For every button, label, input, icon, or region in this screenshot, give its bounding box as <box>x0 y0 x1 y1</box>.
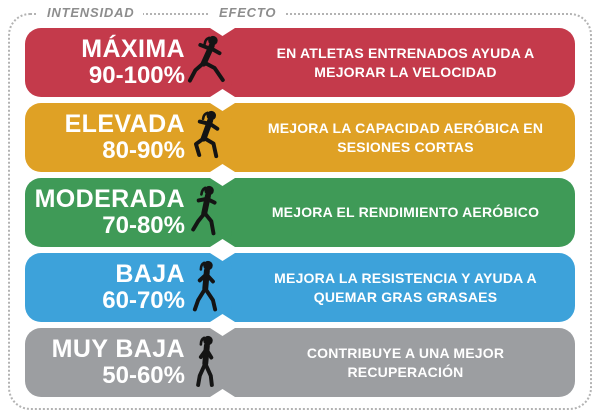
junction-notch-top <box>210 20 235 36</box>
intensity-label-block: BAJA 60-70% <box>102 261 185 314</box>
zone-name: MUY BAJA <box>51 335 185 364</box>
zone-range: 70-80% <box>102 212 185 240</box>
junction-notch-top <box>210 245 235 261</box>
intensity-label-block: MÁXIMA 90-100% <box>81 36 185 89</box>
zone-range: 80-90% <box>102 137 185 165</box>
zone-range: 60-70% <box>102 287 185 315</box>
intensity-row: MEJORA LA RESISTENCIA Y AYUDA A QUEMAR G… <box>25 245 575 330</box>
effect-text: MEJORA LA CAPACIDAD AERÓBICA EN SESIONES… <box>267 119 544 155</box>
junction-notch-top <box>210 320 235 336</box>
junction-notch-bottom <box>210 389 235 405</box>
intensity-section: BAJA 60-70% <box>25 253 232 322</box>
intensity-section: MÁXIMA 90-100% <box>25 28 232 97</box>
intensity-row: MEJORA LA CAPACIDAD AERÓBICA EN SESIONES… <box>25 95 575 180</box>
junction-notch-top <box>210 170 235 186</box>
effect-section: MEJORA LA CAPACIDAD AERÓBICA EN SESIONES… <box>212 103 575 172</box>
zone-name: MODERADA <box>34 185 185 214</box>
effect-text: CONTRIBUYE A UNA MEJOR RECUPERACIÓN <box>306 344 505 380</box>
intensity-row: EN ATLETAS ENTRENADOS AYUDA A MEJORAR LA… <box>25 20 575 105</box>
effect-text: MEJORA LA RESISTENCIA Y AYUDA A QUEMAR G… <box>274 269 537 305</box>
effect-section: EN ATLETAS ENTRENADOS AYUDA A MEJORAR LA… <box>212 28 575 97</box>
intensity-section: MODERADA 70-80% <box>25 178 232 247</box>
intensity-section: MUY BAJA 50-60% <box>25 328 232 397</box>
brisk-walking-icon <box>186 259 230 316</box>
zone-range: 50-60% <box>102 362 185 390</box>
sprinting-runner-icon <box>186 34 230 91</box>
effect-column-label: EFECTO <box>210 5 286 20</box>
jogging-runner-icon <box>186 184 230 241</box>
intensity-row: CONTRIBUYE A UNA MEJOR RECUPERACIÓN MUY … <box>25 320 575 405</box>
walking-icon <box>186 334 230 391</box>
zone-rows: EN ATLETAS ENTRENADOS AYUDA A MEJORAR LA… <box>25 20 575 405</box>
zone-range: 90-100% <box>88 62 185 90</box>
intensity-column-label: INTENSIDAD <box>38 5 144 20</box>
intensity-label-block: MODERADA 70-80% <box>35 186 185 239</box>
intensity-section: ELEVADA 80-90% <box>25 103 232 172</box>
zone-name: ELEVADA <box>64 110 185 139</box>
junction-notch-top <box>210 95 235 111</box>
intensity-label-block: ELEVADA 80-90% <box>65 111 185 164</box>
running-runner-icon <box>186 109 230 166</box>
effect-section: CONTRIBUYE A UNA MEJOR RECUPERACIÓN <box>212 328 575 397</box>
effect-text: EN ATLETAS ENTRENADOS AYUDA A MEJORAR LA… <box>276 44 535 80</box>
intensity-label-block: MUY BAJA 50-60% <box>52 336 185 389</box>
intensity-row: MEJORA EL RENDIMIENTO AERÓBICO MODERADA … <box>25 170 575 255</box>
effect-text: MEJORA EL RENDIMIENTO AERÓBICO <box>271 204 540 221</box>
effect-section: MEJORA EL RENDIMIENTO AERÓBICO <box>212 178 575 247</box>
zone-name: MÁXIMA <box>81 35 185 64</box>
effect-section: MEJORA LA RESISTENCIA Y AYUDA A QUEMAR G… <box>212 253 575 322</box>
zone-name: BAJA <box>115 260 185 289</box>
